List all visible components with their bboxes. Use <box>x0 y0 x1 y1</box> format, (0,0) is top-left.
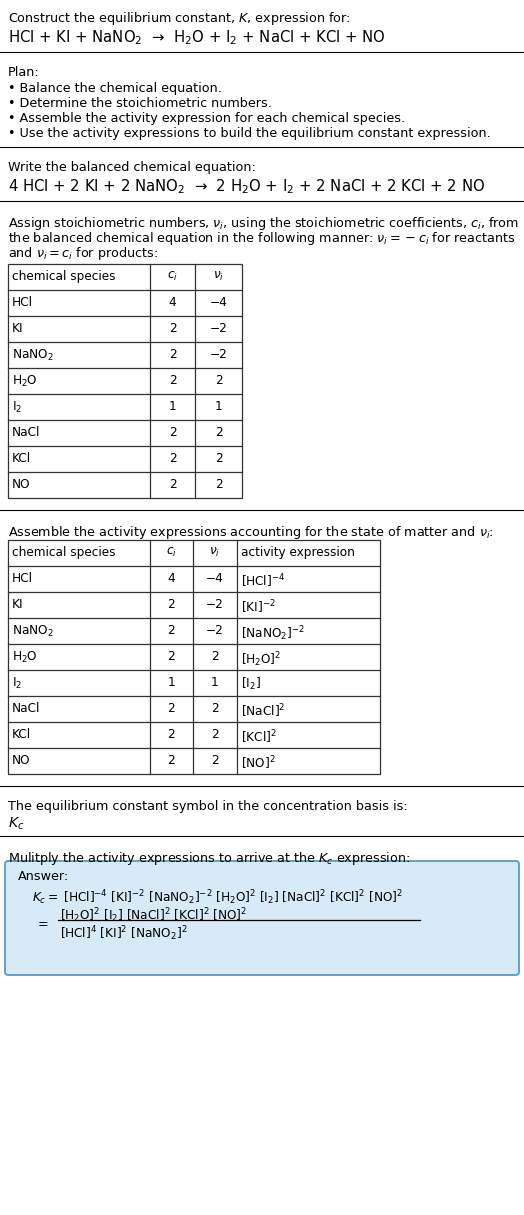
Text: 4: 4 <box>168 572 176 584</box>
Text: 4 HCl + 2 KI + 2 NaNO$_2$  →  2 H$_2$O + I$_2$ + 2 NaCl + 2 KCl + 2 NO: 4 HCl + 2 KI + 2 NaNO$_2$ → 2 H$_2$O + I… <box>8 177 485 196</box>
FancyBboxPatch shape <box>5 861 519 974</box>
Text: 2: 2 <box>169 347 177 361</box>
Text: 1: 1 <box>168 676 176 689</box>
Text: −4: −4 <box>206 572 224 584</box>
Text: and $\nu_i = c_i$ for products:: and $\nu_i = c_i$ for products: <box>8 245 158 262</box>
Text: 2: 2 <box>169 426 177 439</box>
Text: 4: 4 <box>169 296 177 309</box>
Text: 1: 1 <box>169 400 177 413</box>
Text: [KI]$^{-2}$: [KI]$^{-2}$ <box>241 598 276 616</box>
Text: 1: 1 <box>211 676 219 689</box>
Text: 2: 2 <box>215 452 222 465</box>
Text: NO: NO <box>12 755 30 767</box>
Text: the balanced chemical equation in the following manner: $\nu_i = -c_i$ for react: the balanced chemical equation in the fo… <box>8 230 516 247</box>
Text: −2: −2 <box>210 347 227 361</box>
Text: NO: NO <box>12 477 30 491</box>
Text: • Determine the stoichiometric numbers.: • Determine the stoichiometric numbers. <box>8 97 272 111</box>
Text: KI: KI <box>12 322 24 335</box>
Text: 2: 2 <box>169 452 177 465</box>
Text: [KCl]$^2$: [KCl]$^2$ <box>241 728 277 746</box>
Text: HCl: HCl <box>12 296 33 309</box>
Text: 2: 2 <box>215 374 222 388</box>
Text: • Balance the chemical equation.: • Balance the chemical equation. <box>8 81 222 95</box>
Text: NaNO$_2$: NaNO$_2$ <box>12 625 53 639</box>
Text: 2: 2 <box>169 477 177 491</box>
Text: Assemble the activity expressions accounting for the state of matter and $\nu_i$: Assemble the activity expressions accoun… <box>8 524 494 541</box>
Text: 2: 2 <box>168 755 176 767</box>
Text: [NaNO$_2$]$^{-2}$: [NaNO$_2$]$^{-2}$ <box>241 625 305 643</box>
Text: Assign stoichiometric numbers, $\nu_i$, using the stoichiometric coefficients, $: Assign stoichiometric numbers, $\nu_i$, … <box>8 215 519 232</box>
Text: $c_i$: $c_i$ <box>167 270 178 283</box>
Text: $K_c = $ [HCl]$^{-4}$ [KI]$^{-2}$ [NaNO$_2$]$^{-2}$ [H$_2$O]$^2$ [I$_2$] [NaCl]$: $K_c = $ [HCl]$^{-4}$ [KI]$^{-2}$ [NaNO$… <box>32 888 403 906</box>
Text: 2: 2 <box>211 650 219 663</box>
Text: 2: 2 <box>168 650 176 663</box>
Text: −2: −2 <box>206 625 224 637</box>
Text: 2: 2 <box>211 728 219 741</box>
Text: I$_2$: I$_2$ <box>12 400 22 416</box>
Text: Mulitply the activity expressions to arrive at the $K_c$ expression:: Mulitply the activity expressions to arr… <box>8 850 410 868</box>
Text: 2: 2 <box>211 755 219 767</box>
Text: [H$_2$O]$^2$ [I$_2$] [NaCl]$^2$ [KCl]$^2$ [NO]$^2$: [H$_2$O]$^2$ [I$_2$] [NaCl]$^2$ [KCl]$^2… <box>60 906 247 925</box>
Text: chemical species: chemical species <box>12 270 115 283</box>
Text: −2: −2 <box>210 322 227 335</box>
Text: [HCl]$^{-4}$: [HCl]$^{-4}$ <box>241 572 285 589</box>
Text: $K_c$: $K_c$ <box>8 816 25 832</box>
Text: 2: 2 <box>168 625 176 637</box>
Text: I$_2$: I$_2$ <box>12 676 22 691</box>
Text: −2: −2 <box>206 598 224 611</box>
Text: activity expression: activity expression <box>241 546 355 559</box>
Text: H$_2$O: H$_2$O <box>12 650 38 665</box>
Text: 2: 2 <box>215 426 222 439</box>
Text: NaNO$_2$: NaNO$_2$ <box>12 347 53 363</box>
Text: $=$: $=$ <box>35 916 49 929</box>
Text: The equilibrium constant symbol in the concentration basis is:: The equilibrium constant symbol in the c… <box>8 799 408 813</box>
Text: $c_i$: $c_i$ <box>166 546 177 559</box>
Text: [I$_2$]: [I$_2$] <box>241 676 261 693</box>
Text: KI: KI <box>12 598 24 611</box>
Text: Plan:: Plan: <box>8 66 40 79</box>
Text: KCl: KCl <box>12 452 31 465</box>
Text: • Use the activity expressions to build the equilibrium constant expression.: • Use the activity expressions to build … <box>8 128 491 140</box>
Text: 2: 2 <box>169 322 177 335</box>
Text: −4: −4 <box>210 296 227 309</box>
Text: [NaCl]$^2$: [NaCl]$^2$ <box>241 702 286 719</box>
Text: 2: 2 <box>168 598 176 611</box>
Text: 1: 1 <box>215 400 222 413</box>
Text: NaCl: NaCl <box>12 702 40 714</box>
Bar <box>8 539 380 774</box>
Text: 2: 2 <box>169 374 177 388</box>
Text: [HCl]$^4$ [KI]$^2$ [NaNO$_2$]$^2$: [HCl]$^4$ [KI]$^2$ [NaNO$_2$]$^2$ <box>60 923 188 943</box>
Text: $\nu_i$: $\nu_i$ <box>210 546 221 559</box>
Text: NaCl: NaCl <box>12 426 40 439</box>
Text: HCl: HCl <box>12 572 33 584</box>
Text: HCl + KI + NaNO$_2$  →  H$_2$O + I$_2$ + NaCl + KCl + NO: HCl + KI + NaNO$_2$ → H$_2$O + I$_2$ + N… <box>8 28 386 46</box>
Text: $\nu_i$: $\nu_i$ <box>213 270 224 283</box>
Text: chemical species: chemical species <box>12 546 115 559</box>
Text: 2: 2 <box>211 702 219 714</box>
Text: 2: 2 <box>215 477 222 491</box>
Text: [H$_2$O]$^2$: [H$_2$O]$^2$ <box>241 650 281 668</box>
Text: • Assemble the activity expression for each chemical species.: • Assemble the activity expression for e… <box>8 112 405 125</box>
Text: 2: 2 <box>168 702 176 714</box>
Text: Write the balanced chemical equation:: Write the balanced chemical equation: <box>8 162 256 174</box>
Text: Construct the equilibrium constant, $K$, expression for:: Construct the equilibrium constant, $K$,… <box>8 10 351 27</box>
Text: [NO]$^2$: [NO]$^2$ <box>241 755 276 772</box>
Text: H$_2$O: H$_2$O <box>12 374 38 389</box>
Text: KCl: KCl <box>12 728 31 741</box>
Text: Answer:: Answer: <box>18 870 69 883</box>
Text: 2: 2 <box>168 728 176 741</box>
Bar <box>8 264 242 498</box>
